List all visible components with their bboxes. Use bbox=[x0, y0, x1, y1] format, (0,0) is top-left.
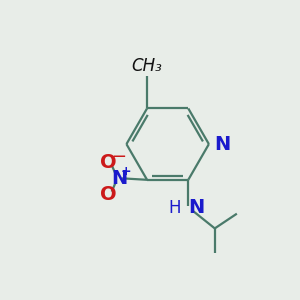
Text: N: N bbox=[111, 169, 127, 188]
Text: −: − bbox=[111, 148, 126, 166]
Text: N: N bbox=[214, 135, 230, 154]
Text: H: H bbox=[168, 199, 181, 217]
Text: O: O bbox=[100, 185, 117, 204]
Text: CH₃: CH₃ bbox=[132, 57, 162, 75]
Text: O: O bbox=[100, 153, 117, 172]
Text: N: N bbox=[188, 198, 205, 217]
Text: +: + bbox=[120, 165, 131, 178]
